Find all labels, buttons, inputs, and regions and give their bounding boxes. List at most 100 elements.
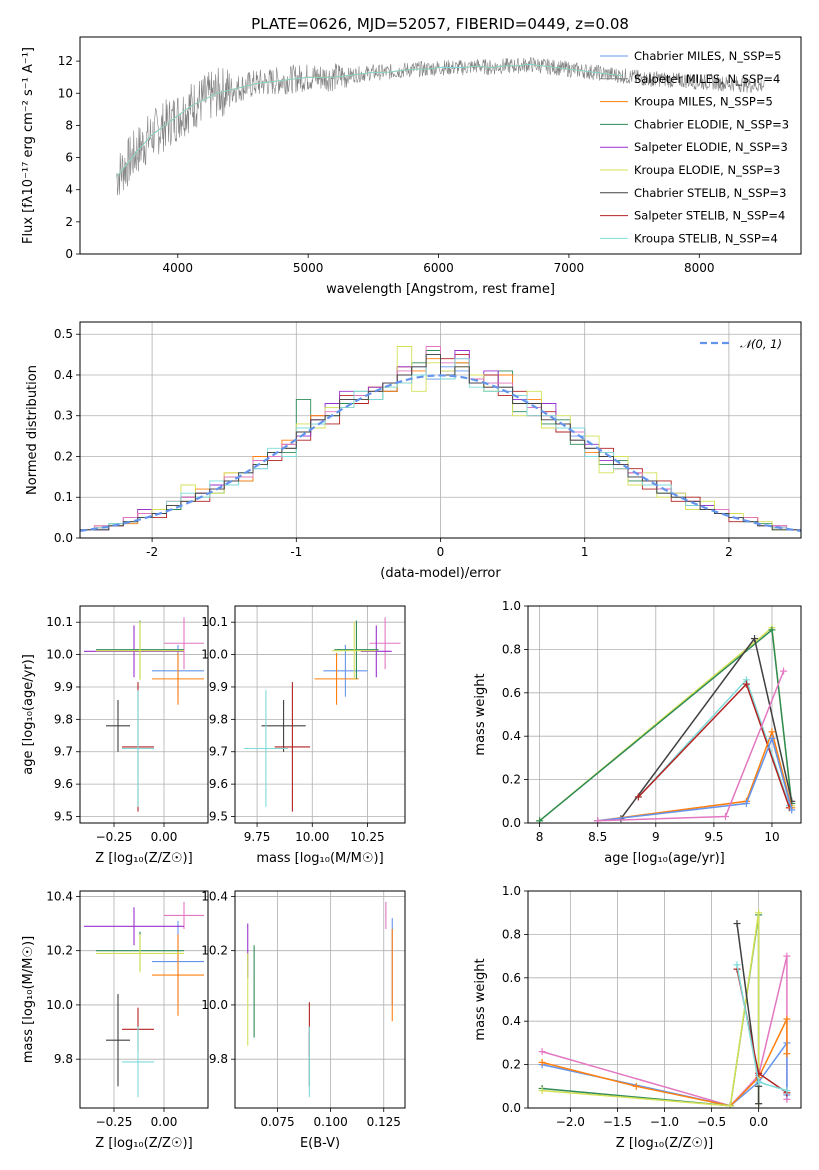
xtick-label-4: 8000 [684, 261, 715, 275]
xtick-label-3: 9.5 [704, 830, 723, 844]
ytick-label-5: 10.0 [46, 648, 73, 662]
legend-label-4: Salpeter ELODIE, N_SSP=3 [634, 140, 788, 154]
ytick-label-3: 10.4 [201, 889, 228, 903]
ytick-label-4: 9.9 [54, 680, 73, 694]
weight-line-5 [736, 923, 760, 1104]
xtick-label-1: 0.100 [313, 1115, 347, 1129]
ytick-label-6: 10.1 [46, 615, 73, 629]
xaxis-label-weight-vs-age: age [log₁₀(age/yr)] [604, 851, 725, 866]
ytick-label-4: 8 [65, 118, 73, 132]
weight-point-7-1 [721, 812, 729, 820]
ytick-label-6: 10.1 [201, 615, 228, 629]
weight-point-1-0 [536, 817, 544, 823]
xtick-label-1: 5000 [293, 261, 324, 275]
axes-frame-spectrum [79, 36, 802, 255]
ytick-label-5: 0.5 [54, 327, 73, 341]
ytick-label-3: 0.6 [502, 686, 521, 700]
ytick-label-0: 0.0 [54, 531, 73, 545]
errorbar-6 [106, 699, 130, 752]
plot-area-weight-vs-Z [528, 891, 801, 1108]
weight-point-2-1 [751, 635, 759, 643]
ytick-label-0: 0 [65, 247, 73, 261]
ytick-label-0: 0.0 [502, 816, 521, 830]
ytick-label-0: 0.0 [502, 1101, 521, 1115]
weight-point-5-2 [755, 1100, 763, 1108]
histogram-8 [80, 354, 801, 531]
xtick-label-2: 0.125 [367, 1115, 401, 1129]
weight-point-4-2 [755, 909, 763, 917]
xaxis-label-age-vs-Z: Z [log₁₀(Z/Z☉)] [95, 851, 192, 866]
legend-label-7: Salpeter STELIB, N_SSP=4 [634, 209, 785, 223]
ytick-label-4: 0.8 [502, 927, 521, 941]
ytick-label-0: 9.8 [209, 1052, 228, 1066]
xtick-label-0: -2 [146, 545, 158, 559]
weight-point-2-0 [538, 1058, 546, 1066]
xtick-label-2: 0 [437, 545, 445, 559]
weight-line-0 [539, 626, 793, 822]
weight-line-3 [542, 914, 760, 1107]
xtick-label-1: 10.00 [295, 830, 329, 844]
xtick-label-2: 6000 [423, 261, 454, 275]
legend-label-8: Kroupa STELIB, N_SSP=4 [634, 231, 778, 245]
panel-age-vs-mass: 9.75 10.00 10.25 9.5 9.6 9.7 9.8 9.9 10.0 10.1 mas… [201, 605, 406, 866]
errorbar-6 [261, 699, 306, 752]
plot-area-age-vs-Z [80, 606, 208, 823]
panel-residuals: 𝒩(0, 1) -2 -1 0 1 2 0.0 0.1 0.2 0.3 0.4 0.5 (data-mo… [25, 321, 802, 581]
errorbar-6 [106, 994, 130, 1087]
weight-point-7-2 [783, 1087, 791, 1095]
ytick-label-5: 10.0 [201, 648, 228, 662]
panel-weight-vs-age: 8 8.5 9 9.5 10 0.0 0.2 0.4 0.6 0.8 1.0 age [log₁₀(a… [473, 599, 802, 866]
xaxis-label-weight-vs-Z: Z [log₁₀(Z/Z☉)] [616, 1136, 713, 1151]
weight-point-4-1 [742, 680, 750, 688]
observed-spectrum [116, 56, 765, 196]
errorbar-5 [332, 621, 377, 680]
weight-point-4-0 [538, 1087, 546, 1095]
weight-point-0-3 [783, 952, 791, 960]
weight-point-6-3 [788, 806, 796, 814]
ytick-label-3: 0.6 [502, 971, 521, 985]
weight-point-0-0 [538, 1048, 546, 1056]
xtick-label-2: 9 [652, 830, 660, 844]
ytick-label-2: 0.4 [502, 1014, 521, 1028]
plot-area-spectrum [116, 56, 765, 196]
weight-point-4-0 [634, 793, 642, 801]
ytick-label-5: 10 [58, 86, 73, 100]
ytick-label-5: 1.0 [502, 599, 521, 613]
model-spectrum-kroupa-miles [116, 64, 623, 178]
weight-point-7-0 [733, 961, 741, 969]
yaxis-label-residuals: Normed distribution [25, 365, 40, 495]
weight-point-5-2 [768, 728, 776, 736]
ytick-label-1: 10.0 [201, 998, 228, 1012]
figure-title: PLATE=0626, MJD=52057, FIBERID=0449, z=0… [251, 15, 629, 33]
xtick-label-4: 10 [764, 830, 779, 844]
legend-label-5: Kroupa ELODIE, N_SSP=3 [634, 163, 780, 177]
errorbar-3 [84, 625, 184, 678]
ytick-label-1: 0.2 [502, 1058, 521, 1072]
ytick-label-0: 9.5 [54, 810, 73, 824]
xtick-label-0: 0.075 [260, 1115, 294, 1129]
errorbar-5 [96, 621, 184, 680]
panel-weight-vs-Z: −2.0 −1.5 −1.0 −0.5 0.0 0.0 0.2 0.4 0.6 0.8 1.0 Z [… [473, 884, 802, 1151]
xaxis-label-mass-vs-ebv: E(B-V) [300, 1136, 340, 1151]
ytick-label-3: 9.8 [209, 712, 228, 726]
xaxis-label-mass-vs-Z: Z [log₁₀(Z/Z☉)] [95, 1136, 192, 1151]
plot-area-mass-vs-Z [80, 891, 208, 1108]
legend-label-6: Chabrier STELIB, N_SSP=3 [634, 186, 786, 200]
xtick-label-1: 8.5 [588, 830, 607, 844]
ytick-label-1: 0.1 [54, 490, 73, 504]
xtick-label-2: −1.0 [650, 1115, 679, 1129]
weight-point-1-1 [768, 626, 776, 634]
ytick-label-2: 0.4 [502, 729, 521, 743]
ytick-label-1: 0.2 [502, 773, 521, 787]
xtick-label-4: 2 [725, 545, 733, 559]
xtick-label-1: -1 [290, 545, 302, 559]
legend-label-3: Chabrier ELODIE, N_SSP=3 [634, 117, 789, 131]
errorbar-3 [84, 907, 184, 946]
xtick-label-4: 0.0 [749, 1115, 768, 1129]
weight-point-2-5 [783, 1050, 791, 1058]
yaxis-label-mass-vs-Z: mass [log₁₀(M/M☉)] [21, 936, 36, 1063]
ytick-label-2: 10.2 [201, 944, 228, 958]
errorbar-1 [152, 652, 204, 705]
errorbar-2 [164, 617, 204, 670]
